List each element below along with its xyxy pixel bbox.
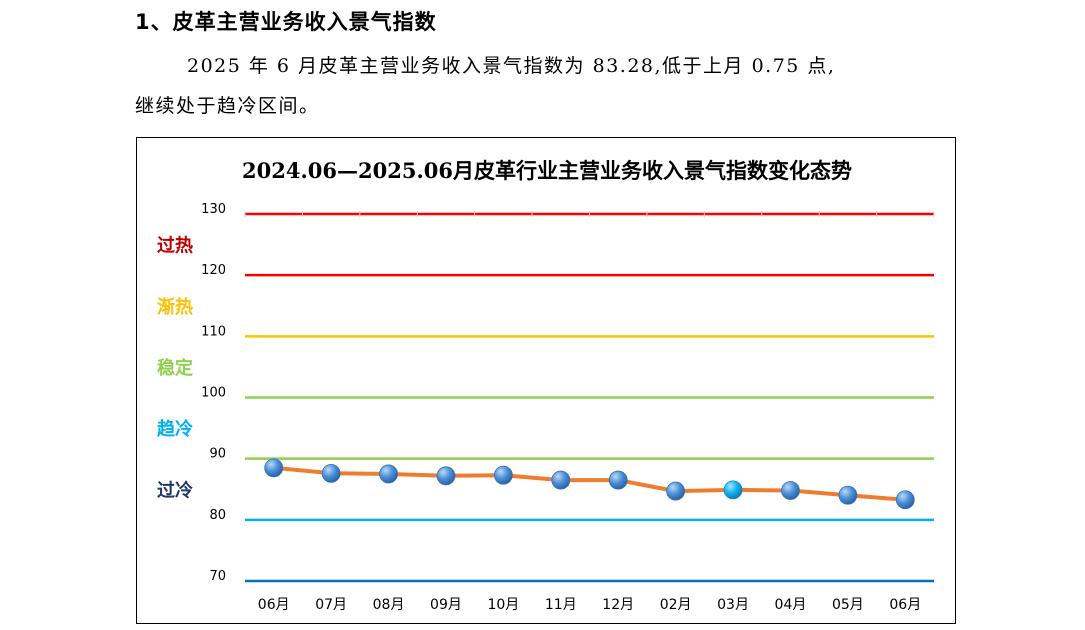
zone-label: 趋冷: [157, 418, 193, 440]
data-point: [838, 485, 858, 505]
summary-line-2: 继续处于趋冷区间。: [135, 95, 320, 117]
data-point: [264, 458, 284, 478]
zone-label: 渐热: [157, 296, 193, 318]
x-tick-label: 03月: [717, 597, 749, 613]
x-tick-label: 07月: [315, 597, 347, 613]
data-point: [666, 481, 686, 501]
y-tick-label: 110: [201, 324, 226, 339]
data-point: [493, 465, 513, 485]
y-tick-label: 130: [201, 202, 226, 217]
x-tick-label: 09月: [430, 597, 462, 613]
y-tick-label: 90: [209, 447, 226, 462]
x-tick-label: 02月: [660, 597, 692, 613]
x-tick-label: 04月: [775, 597, 807, 613]
x-tick-label: 08月: [373, 597, 405, 613]
y-tick-label: 100: [201, 386, 226, 401]
x-tick-label: 06月: [889, 597, 921, 613]
data-point: [551, 470, 571, 490]
summary-line-1: 2025 年 6 月皮革主营业务收入景气指数为 83.28,低于上月 0.75 …: [187, 55, 836, 77]
x-tick-label: 06月: [258, 597, 290, 613]
y-tick-label: 80: [209, 508, 226, 523]
data-point: [723, 480, 743, 500]
x-tick-label: 12月: [602, 597, 634, 613]
zone-label: 过冷: [157, 479, 193, 501]
chart-frame: 2024.06—2025.06月皮革行业主营业务收入景气指数变化态势 过热渐热稳…: [136, 137, 956, 624]
chart-title: 2024.06—2025.06月皮革行业主营业务收入景气指数变化态势: [242, 158, 852, 183]
x-tick-label: 11月: [545, 597, 577, 613]
index-line-chart: 2024.06—2025.06月皮革行业主营业务收入景气指数变化态势 过热渐热稳…: [157, 158, 935, 613]
summary-paragraph: 2025 年 6 月皮革主营业务收入景气指数为 83.28,低于上月 0.75 …: [135, 46, 965, 126]
zone-label: 稳定: [157, 357, 193, 379]
series-line: [273, 465, 906, 502]
section-heading: 1、皮革主营业务收入景气指数: [135, 10, 437, 34]
y-tick-label: 120: [201, 263, 226, 278]
x-tick-label: 10月: [487, 597, 519, 613]
data-point: [436, 466, 456, 486]
data-point: [608, 470, 628, 490]
data-point: [781, 481, 800, 500]
zone-label: 过热: [157, 235, 193, 257]
data-point: [379, 464, 398, 484]
y-tick-label: 70: [209, 569, 226, 584]
data-point: [321, 463, 341, 483]
x-tick-label: 05月: [832, 597, 864, 613]
data-point: [895, 490, 915, 510]
